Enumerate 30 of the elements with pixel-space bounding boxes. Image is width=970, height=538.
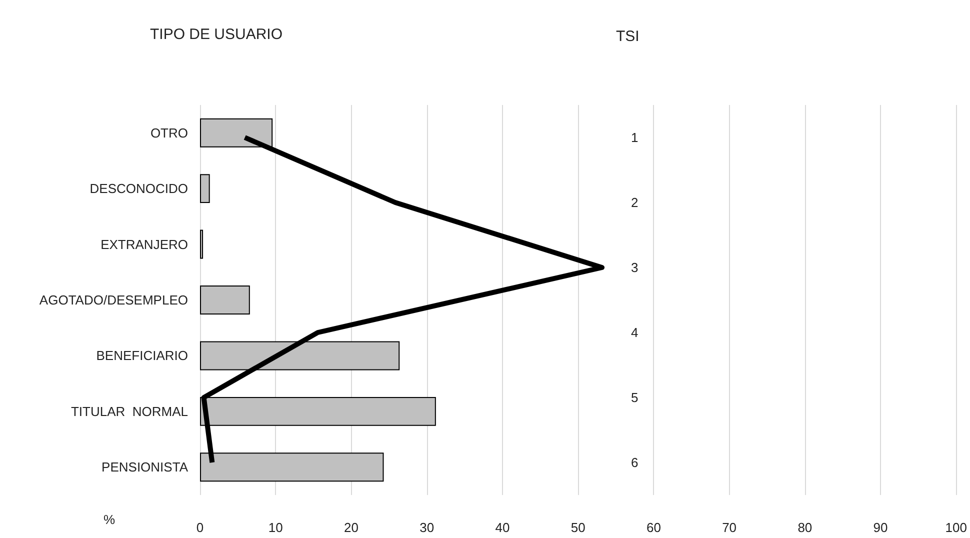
y-tick-label: TITULAR NORMAL — [70, 404, 188, 419]
y-tick-label: EXTRANJERO — [100, 236, 188, 252]
x-tick-label: 10 — [268, 520, 283, 535]
bar — [200, 286, 250, 314]
x-tick-label: 70 — [722, 520, 737, 535]
y-tick-label: 4 — [631, 325, 638, 340]
bar — [200, 174, 210, 204]
y-axis-title: TIPO DE USUARIO — [150, 26, 283, 43]
y-tick-label: 6 — [631, 455, 638, 470]
x-tick-label: 40 — [495, 520, 510, 535]
y-tick-label: 5 — [631, 390, 638, 405]
x-tick-label: 20 — [344, 520, 358, 535]
x-tick-label: 30 — [420, 520, 434, 535]
x-tick-label: 90 — [873, 520, 888, 535]
y-tick-label: 3 — [631, 260, 638, 275]
y-tick-label: PENSIONISTA — [102, 460, 188, 475]
y-tick-label: OTRO — [150, 125, 188, 140]
y-tick-label: AGOTADO/DESEMPLEO — [39, 292, 188, 308]
x-tick-label: 50 — [570, 520, 586, 535]
y-tick-label: DESCONOCIDO — [90, 181, 188, 196]
y-tick-label: 1 — [631, 130, 638, 145]
x-tick-label: 80 — [798, 520, 812, 535]
y-axis-title: TSI — [616, 28, 640, 45]
y-tick-label: 2 — [631, 195, 638, 210]
x-axis-title: % — [103, 512, 116, 527]
x-tick-label: 60 — [646, 520, 661, 535]
x-tick-label: 0 — [196, 520, 204, 535]
x-tick-label: 100 — [945, 520, 968, 535]
bar — [200, 230, 204, 259]
y-tick-label: BENEFICIARIO — [96, 348, 188, 364]
